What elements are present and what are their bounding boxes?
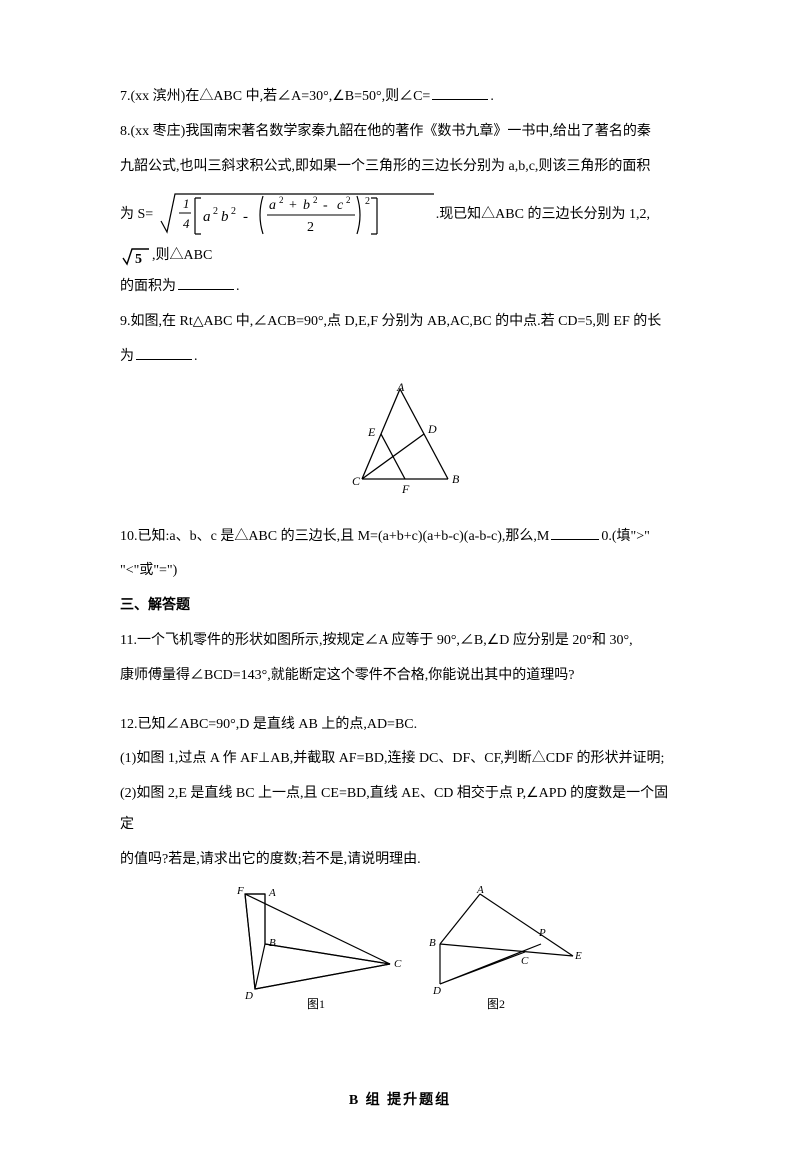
- label-A: A: [396, 381, 405, 394]
- q8-line3: 为 S= 1 4 a 2 b 2 - a 2 + b 2 - c 2 2 2: [120, 186, 680, 268]
- section-3-heading: 三、解答题: [120, 591, 680, 622]
- formula-qinjiushao: 1 4 a 2 b 2 - a 2 + b 2 - c 2 2 2: [159, 188, 434, 242]
- q8-line2: 九韶公式,也叫三斜求积公式,即如果一个三角形的三边长分别为 a,b,c,则该三角…: [120, 152, 680, 183]
- label-B: B: [452, 472, 460, 486]
- q8-line3-post: .现已知△ABC 的三边长分别为 1,2,: [436, 208, 650, 223]
- q9-line2-post: .: [194, 349, 198, 364]
- svg-text:C: C: [521, 955, 529, 967]
- label-D: D: [427, 422, 437, 436]
- q11-line1: 11.一个飞机零件的形状如图所示,按规定∠A 应等于 90°,∠B,∠D 应分别…: [120, 626, 680, 657]
- q8-line4: 的面积为.: [120, 272, 680, 303]
- q9-line1: 9.如图,在 Rt△ABC 中,∠ACB=90°,点 D,E,F 分别为 AB,…: [120, 307, 680, 338]
- blank-q10: [551, 525, 599, 540]
- svg-text:图1: 图1: [307, 997, 325, 1011]
- q8-line4-pre: 的面积为: [120, 279, 176, 294]
- q7-text: 7.(xx 滨州)在△ABC 中,若∠A=30°,∠B=50°,则∠C=: [120, 89, 430, 104]
- q8-line4-post: .: [236, 279, 240, 294]
- blank-q7: [432, 85, 488, 100]
- q12-line4: 的值吗?若是,请求出它的度数;若不是,请说明理由.: [120, 845, 680, 876]
- svg-text:P: P: [538, 927, 546, 939]
- svg-text:D: D: [244, 990, 253, 1002]
- svg-text:A: A: [268, 887, 276, 899]
- svg-text:2: 2: [307, 220, 314, 235]
- svg-text:D: D: [432, 985, 441, 997]
- blank-q8: [178, 275, 234, 290]
- q12-line3: (2)如图 2,E 是直线 BC 上一点,且 CE=BD,直线 AE、CD 相交…: [120, 779, 680, 841]
- svg-text:2: 2: [213, 206, 218, 217]
- label-E: E: [367, 425, 376, 439]
- svg-text:5: 5: [135, 252, 142, 266]
- svg-text:B: B: [429, 937, 436, 949]
- q10-line2: "<"或"="): [120, 556, 680, 587]
- svg-text:4: 4: [183, 216, 190, 231]
- label-F: F: [401, 482, 410, 496]
- q10-line1: 10.已知:a、b、c 是△ABC 的三边长,且 M=(a+b+c)(a+b-c…: [120, 522, 680, 553]
- q10-pre: 10.已知:a、b、c 是△ABC 的三边长,且 M=(a+b+c)(a+b-c…: [120, 529, 549, 544]
- svg-text:2: 2: [346, 195, 351, 205]
- svg-text:b: b: [303, 198, 310, 213]
- q12-line1: 12.已知∠ABC=90°,D 是直线 AB 上的点,AD=BC.: [120, 710, 680, 741]
- svg-text:B: B: [269, 937, 276, 949]
- q9-line2-pre: 为: [120, 349, 134, 364]
- svg-text:a: a: [269, 198, 276, 213]
- svg-text:2: 2: [279, 195, 284, 205]
- q12-line2: (1)如图 1,过点 A 作 AF⊥AB,并截取 AF=BD,连接 DC、DF、…: [120, 744, 680, 775]
- formula-sqrt5: 5: [122, 246, 150, 266]
- svg-text:E: E: [574, 950, 582, 962]
- svg-text:C: C: [394, 958, 402, 970]
- q10-mid: 0.(填">": [601, 529, 650, 544]
- svg-text:2: 2: [231, 206, 236, 217]
- q8-line1: 8.(xx 枣庄)我国南宋著名数学家秦九韶在他的著作《数书九章》一书中,给出了著…: [120, 117, 680, 148]
- svg-text:A: A: [476, 884, 484, 896]
- q9-line2: 为.: [120, 342, 680, 373]
- figure-q9: A B C D E F: [120, 381, 680, 514]
- label-C: C: [352, 474, 361, 488]
- figure-q12: F A B C D 图1 A B C D E P 图2: [120, 884, 680, 1027]
- question-7: 7.(xx 滨州)在△ABC 中,若∠A=30°,∠B=50°,则∠C=.: [120, 82, 680, 113]
- svg-text:c: c: [337, 198, 344, 213]
- q8-line3-tail: ,则△ABC: [152, 249, 212, 264]
- q11-line2: 康师傅量得∠BCD=143°,就能断定这个零件不合格,你能说出其中的道理吗?: [120, 661, 680, 692]
- svg-text:-: -: [323, 198, 328, 213]
- svg-text:图2: 图2: [487, 997, 505, 1011]
- svg-text:a: a: [203, 209, 211, 225]
- section-b-heading: B 组 提升题组: [120, 1086, 680, 1117]
- svg-text:2: 2: [365, 196, 370, 207]
- svg-text:+: +: [289, 198, 297, 213]
- svg-text:-: -: [243, 209, 248, 225]
- blank-q9: [136, 345, 192, 360]
- svg-text:2: 2: [313, 195, 318, 205]
- svg-text:b: b: [221, 209, 229, 225]
- q8-line3-pre: 为 S=: [120, 208, 153, 223]
- svg-text:F: F: [236, 885, 244, 897]
- svg-text:1: 1: [183, 196, 190, 211]
